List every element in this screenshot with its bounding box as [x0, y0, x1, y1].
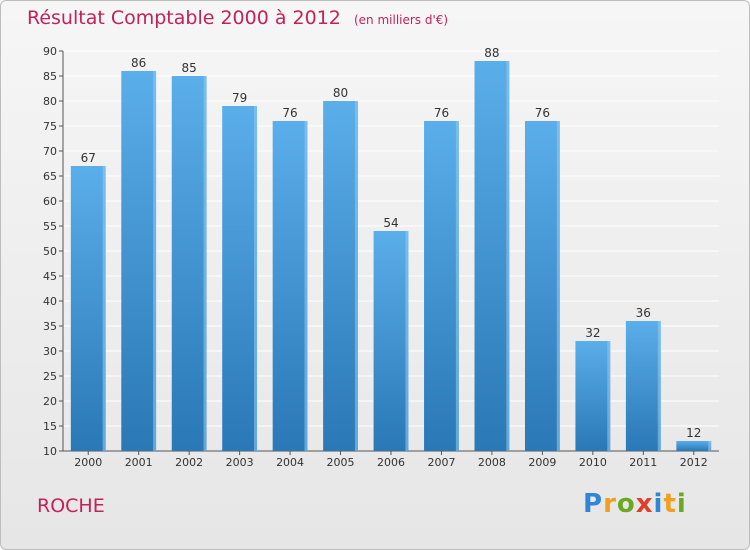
x-tick-label: 2011 [629, 456, 657, 469]
x-tick-label: 2012 [680, 456, 708, 469]
data-label: 79 [232, 91, 247, 105]
x-tick-label: 2009 [528, 456, 556, 469]
bar-edge [556, 121, 560, 451]
y-tick-label: 75 [43, 120, 57, 133]
bar [323, 101, 358, 451]
y-tick-label: 85 [43, 70, 57, 83]
data-label: 67 [81, 151, 96, 165]
bar [625, 321, 661, 451]
y-tick-label: 25 [43, 370, 57, 383]
x-tick-label: 2000 [74, 456, 102, 469]
logo-letter: x [635, 489, 654, 519]
logo-letter: r [603, 489, 617, 519]
bar-edge [153, 71, 157, 451]
y-tick-label: 60 [43, 195, 57, 208]
bar [676, 441, 712, 451]
logo-letter: P [583, 489, 604, 519]
bar-edge [657, 321, 661, 451]
bar [272, 121, 308, 451]
y-tick-label: 20 [43, 395, 57, 408]
bar-edge [405, 231, 409, 451]
data-label: 32 [585, 326, 600, 340]
data-label: 12 [686, 426, 701, 440]
y-tick-label: 40 [43, 295, 57, 308]
x-tick-label: 2001 [125, 456, 153, 469]
data-label: 80 [333, 86, 348, 100]
x-tick-label: 2003 [226, 456, 254, 469]
bar [373, 231, 409, 451]
bar [171, 76, 207, 451]
data-label: 54 [383, 216, 398, 230]
bar-edge [455, 121, 459, 451]
y-tick-label: 90 [43, 45, 57, 58]
chart-title-row: Résultat Comptable 2000 à 2012 (en milli… [27, 7, 448, 29]
chart-subtitle: (en milliers d'€) [353, 13, 449, 27]
bar-edge [304, 121, 308, 451]
bar [474, 61, 510, 451]
x-tick-label: 2006 [377, 456, 405, 469]
y-tick-label: 50 [43, 245, 57, 258]
data-label: 85 [182, 61, 197, 75]
y-tick-label: 45 [43, 270, 57, 283]
logo-letter: i [653, 489, 664, 519]
data-label: 88 [484, 46, 499, 60]
bar [70, 166, 106, 451]
bar-edge [607, 341, 611, 451]
bar [222, 106, 258, 451]
x-tick-label: 2010 [579, 456, 607, 469]
data-label: 76 [434, 106, 449, 120]
brand-logo: Proxiti [583, 489, 687, 519]
data-label: 76 [535, 106, 550, 120]
logo-letter: t [663, 489, 677, 519]
data-label: 36 [636, 306, 651, 320]
bar [424, 121, 459, 451]
y-tick-label: 30 [43, 345, 57, 358]
place-name: ROCHE [37, 495, 105, 517]
logo-letter: i [676, 489, 687, 519]
x-tick-label: 2004 [276, 456, 304, 469]
bar-edge [506, 61, 510, 451]
bar [575, 341, 611, 451]
bar-edge [254, 106, 258, 451]
y-tick-label: 15 [43, 420, 57, 433]
y-tick-label: 80 [43, 95, 57, 108]
y-tick-label: 55 [43, 220, 57, 233]
bar-edge [102, 166, 106, 451]
x-tick-label: 2007 [427, 456, 455, 469]
chart-title: Résultat Comptable 2000 à 2012 [27, 7, 341, 29]
bar-edge [708, 441, 712, 451]
y-tick-label: 35 [43, 320, 57, 333]
bar [121, 71, 157, 451]
y-tick-label: 10 [43, 445, 57, 458]
bar-edge [203, 76, 207, 451]
x-tick-label: 2005 [327, 456, 355, 469]
data-label: 86 [131, 56, 146, 70]
data-label: 76 [282, 106, 297, 120]
x-tick-label: 2008 [478, 456, 506, 469]
y-tick-label: 65 [43, 170, 57, 183]
y-tick-label: 70 [43, 145, 57, 158]
logo-letter: o [616, 489, 636, 519]
bar-edge [354, 101, 358, 451]
bar [524, 121, 560, 451]
x-tick-label: 2002 [175, 456, 203, 469]
